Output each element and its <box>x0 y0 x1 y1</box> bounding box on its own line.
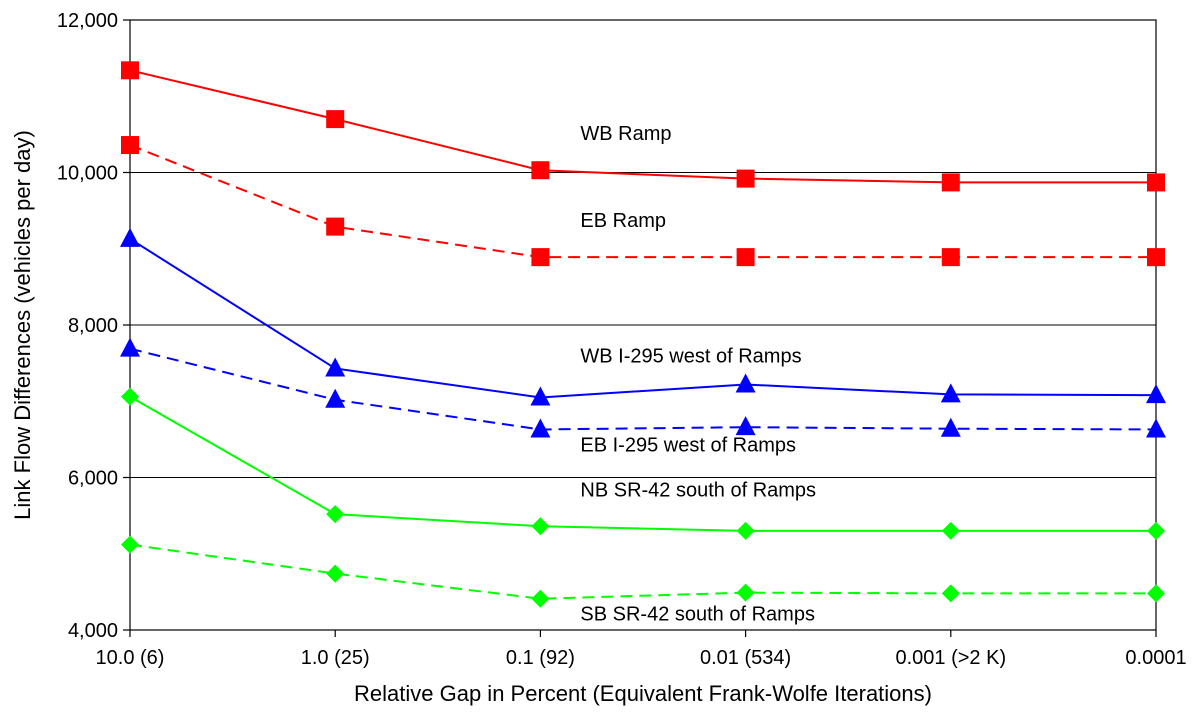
series <box>121 535 1165 608</box>
x-axis-title: Relative Gap in Percent (Equivalent Fran… <box>354 681 932 706</box>
diamond-marker <box>736 583 755 602</box>
square-marker <box>736 248 755 267</box>
series-label: WB Ramp <box>580 123 671 145</box>
square-marker <box>1147 173 1165 192</box>
x-tick-label: 0.01 (534) <box>700 647 791 669</box>
series-label: SB SR-42 south of Ramps <box>580 604 815 626</box>
y-axis-title: Link Flow Differences (vehicles per day) <box>10 130 35 520</box>
x-tick-label: 0.0001 <box>1125 647 1186 669</box>
square-marker <box>736 169 755 188</box>
triangle-marker <box>120 227 140 247</box>
diamond-marker <box>736 521 755 540</box>
triangle-marker <box>735 373 756 393</box>
x-tick-label: 0.001 (>2 K) <box>895 647 1006 669</box>
y-tick-label: 8,000 <box>68 315 118 337</box>
square-marker <box>326 217 345 236</box>
gridlines <box>130 172 1156 478</box>
square-marker <box>531 161 550 180</box>
series-label: EB Ramp <box>580 210 666 232</box>
diamond-marker <box>941 521 960 540</box>
y-tick-label: 4,000 <box>68 620 118 642</box>
y-tick-label: 10,000 <box>57 163 118 185</box>
triangle-marker <box>120 337 140 357</box>
series <box>120 337 1166 438</box>
x-tick-label: 0.1 (92) <box>506 647 575 669</box>
y-tick-label: 12,000 <box>57 10 118 32</box>
series-line <box>129 237 1157 399</box>
series <box>121 61 1165 192</box>
triangle-marker <box>530 418 551 438</box>
series-line <box>129 543 1156 600</box>
diamond-marker <box>531 517 550 536</box>
x-tick-label: 10.0 (6) <box>96 647 165 669</box>
axes: 4,000 6,000 8,000 10,000 12,000 10.0 (6) 1.0 (… <box>57 10 1187 669</box>
triangle-marker <box>735 416 756 436</box>
square-marker <box>121 61 139 80</box>
triangle-marker <box>325 388 346 408</box>
square-marker <box>1147 248 1165 267</box>
series-line <box>129 69 1156 184</box>
series-label: NB SR-42 south of Ramps <box>580 479 816 501</box>
series-label: EB I-295 west of Ramps <box>580 434 796 456</box>
series-label: WB I-295 west of Ramps <box>580 345 801 367</box>
diamond-marker <box>121 387 139 406</box>
triangle-marker <box>1146 384 1166 404</box>
series-labels: WB Ramp EB Ramp WB I-295 west of Ramps EB I… <box>580 123 816 626</box>
square-marker <box>121 136 139 155</box>
triangle-marker <box>325 357 346 377</box>
series-line <box>129 144 1156 259</box>
diamond-marker <box>121 535 139 554</box>
triangle-marker <box>940 417 961 437</box>
y-tick-label: 6,000 <box>68 468 118 490</box>
series-line <box>129 395 1156 532</box>
diamond-marker <box>326 505 345 524</box>
series <box>121 136 1165 267</box>
x-tick-label: 1.0 (25) <box>301 647 370 669</box>
diamond-marker <box>326 564 345 583</box>
diamond-marker <box>531 589 550 608</box>
square-marker <box>941 248 960 267</box>
square-marker <box>941 173 960 192</box>
diamond-marker <box>941 584 960 603</box>
series <box>120 227 1166 406</box>
series <box>121 387 1165 540</box>
triangle-marker <box>530 386 551 406</box>
triangle-marker <box>1146 418 1166 438</box>
triangle-marker <box>940 383 961 403</box>
square-marker <box>531 248 550 267</box>
square-marker <box>326 110 345 129</box>
series-line <box>129 347 1157 431</box>
diamond-marker <box>1147 584 1165 603</box>
diamond-marker <box>1147 521 1165 540</box>
series-group <box>120 61 1166 608</box>
